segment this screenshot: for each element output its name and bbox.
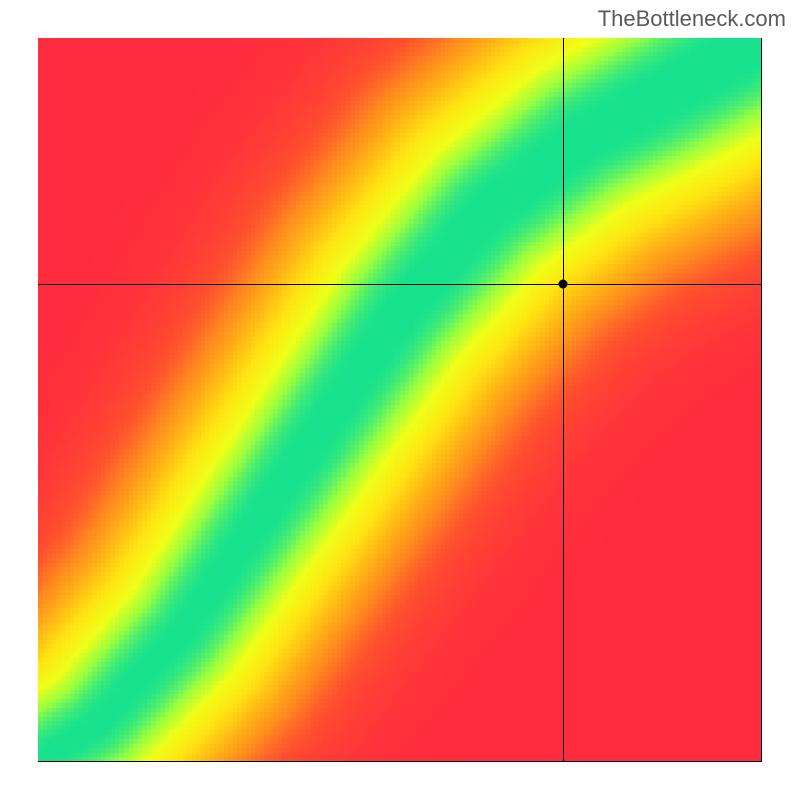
crosshair-horizontal [38, 284, 762, 285]
watermark-text: TheBottleneck.com [598, 6, 786, 32]
heatmap-canvas [38, 38, 762, 762]
axis-bottom [38, 761, 762, 762]
axis-right [761, 38, 762, 762]
heatmap-chart [38, 38, 762, 762]
crosshair-dot [558, 280, 567, 289]
crosshair-vertical [563, 38, 564, 762]
